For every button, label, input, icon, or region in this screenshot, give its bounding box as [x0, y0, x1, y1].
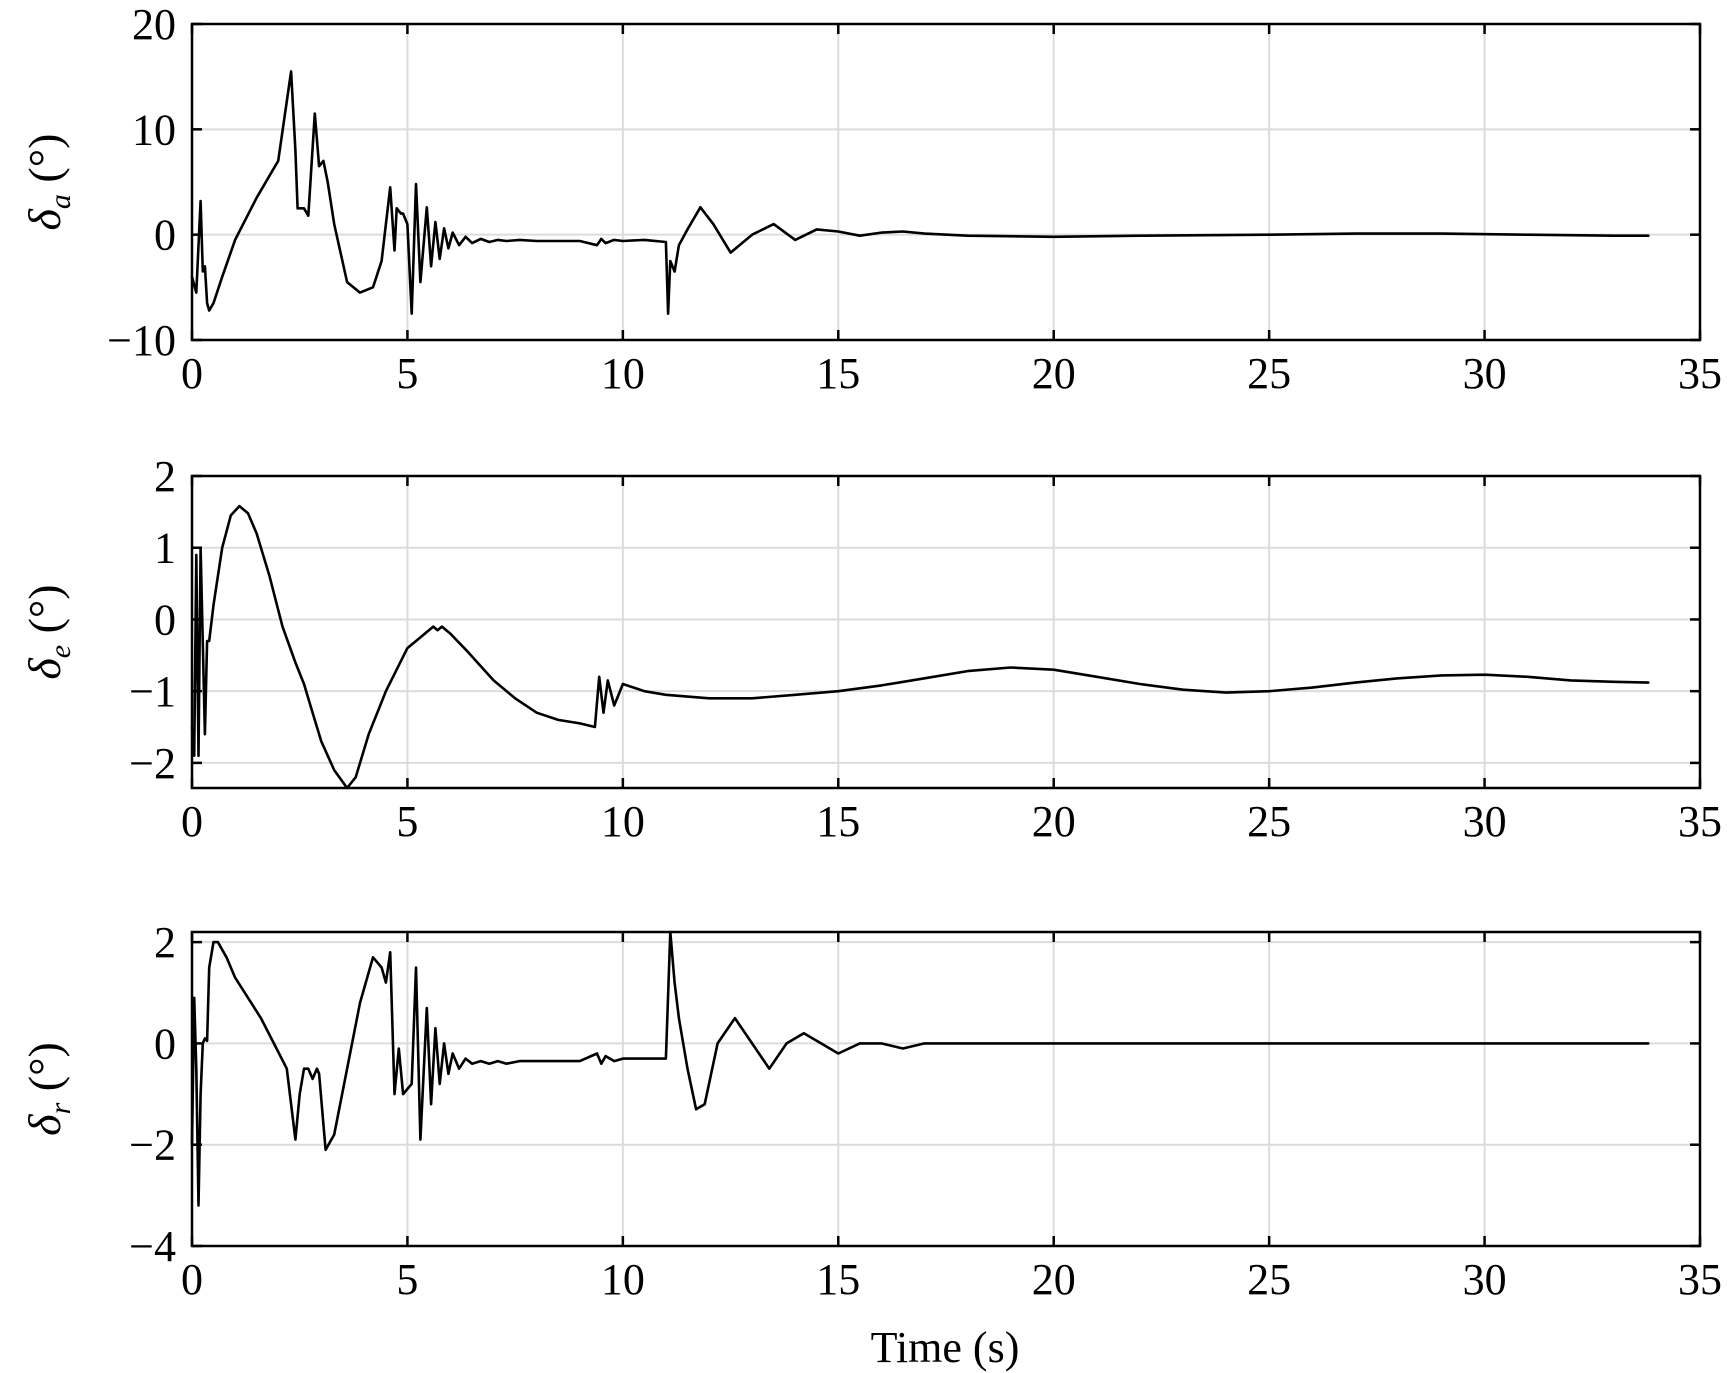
- y-tick-label: −10: [107, 316, 176, 365]
- y-tick-label: −2: [129, 739, 176, 788]
- x-tick-label: 30: [1463, 349, 1507, 398]
- y-tick-label: 2: [154, 918, 176, 967]
- y-tick-label: −4: [129, 1222, 176, 1271]
- x-tick-label: 10: [601, 349, 645, 398]
- panel-rudder-deflection: 0 5 10 15 20 25 30 35 −4 −2 0 2 δr (°): [19, 918, 1722, 1304]
- x-tick-label: 20: [1032, 349, 1076, 398]
- x-tick-label: 25: [1247, 1255, 1291, 1304]
- x-tick-label: 35: [1678, 349, 1722, 398]
- y-tick-label: −2: [129, 1121, 176, 1170]
- x-tick-label: 5: [396, 797, 418, 846]
- x-tick-label: 15: [816, 797, 860, 846]
- x-tick-label: 5: [396, 349, 418, 398]
- plot-frame: [190, 474, 1702, 790]
- x-tick-label: 35: [1678, 797, 1722, 846]
- x-tick-label: 5: [396, 1255, 418, 1304]
- x-tick-label: 15: [816, 349, 860, 398]
- y-tick-label: 1: [154, 524, 176, 573]
- y-tick-label: 10: [132, 105, 176, 154]
- x-tick-label: 10: [601, 797, 645, 846]
- y-tick-label: 0: [154, 1019, 176, 1068]
- series-line: [190, 504, 1650, 790]
- x-tick-label: 30: [1463, 797, 1507, 846]
- y-tick-label: 2: [154, 452, 176, 501]
- x-tick-label: 0: [181, 797, 203, 846]
- x-axis-title: Time (s): [871, 1323, 1020, 1372]
- panel-elevator-deflection: 0 5 10 15 20 25 30 35 −2 −1 0 1 2 δe (°): [19, 452, 1722, 846]
- x-tick-label: 25: [1247, 797, 1291, 846]
- y-tick-label: 0: [154, 595, 176, 644]
- y-tick-label: −1: [129, 667, 176, 716]
- y-axis-title: δa (°): [19, 134, 77, 231]
- y-axis-title: δe (°): [19, 584, 77, 679]
- x-tick-label: 20: [1032, 1255, 1076, 1304]
- x-tick-label: 0: [181, 1255, 203, 1304]
- y-tick-label: 0: [154, 211, 176, 260]
- y-axis-title: δr (°): [19, 1042, 77, 1136]
- x-tick-label: 10: [601, 1255, 645, 1304]
- x-tick-label: 35: [1678, 1255, 1722, 1304]
- x-tick-label: 20: [1032, 797, 1076, 846]
- y-tick-label: 20: [132, 0, 176, 49]
- series-line: [190, 930, 1650, 1207]
- x-tick-label: 0: [181, 349, 203, 398]
- x-tick-label: 15: [816, 1255, 860, 1304]
- series-line: [190, 70, 1650, 315]
- plot-frame: [190, 22, 1702, 342]
- x-tick-label: 25: [1247, 349, 1291, 398]
- plot-frame: [190, 930, 1702, 1248]
- x-tick-label: 30: [1463, 1255, 1507, 1304]
